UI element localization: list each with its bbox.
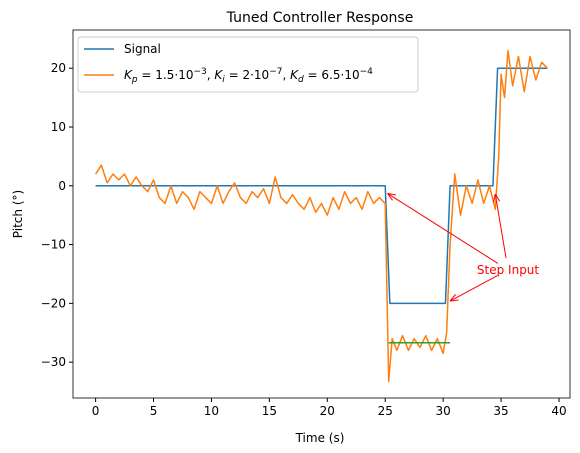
y-tick-label: 10 xyxy=(51,120,66,134)
series-line xyxy=(94,49,548,383)
x-tick-label: 40 xyxy=(551,404,566,418)
legend-label: Signal xyxy=(124,42,161,56)
annotation-text: Step Input xyxy=(477,263,540,277)
x-tick-label: 25 xyxy=(378,404,393,418)
x-tick-label: 0 xyxy=(92,404,100,418)
y-tick-label: 20 xyxy=(51,61,66,75)
annotation-arrow xyxy=(388,193,499,264)
legend-label: Kp​ = 1.5·10−3​, Ki​ = 2·10−7​, Kd​ = 6.… xyxy=(124,67,373,85)
legend-box xyxy=(77,36,419,93)
x-tick-label: 35 xyxy=(493,404,508,418)
x-tick-label: 15 xyxy=(262,404,277,418)
x-tick-label: 5 xyxy=(150,404,158,418)
y-tick-label: −30 xyxy=(41,355,66,369)
annotation-arrow xyxy=(450,275,498,301)
chart-title: Tuned Controller Response xyxy=(226,10,414,26)
y-tick-label: 0 xyxy=(58,179,66,193)
x-tick-label: 20 xyxy=(320,404,335,418)
x-axis-label: Time (s) xyxy=(295,431,345,445)
annotation-arrow xyxy=(495,194,507,259)
x-tick-label: 10 xyxy=(204,404,219,418)
y-tick-label: −10 xyxy=(41,238,66,252)
axes-frame xyxy=(72,29,571,399)
x-tick-label: 30 xyxy=(436,404,451,418)
y-axis-label: Pitch (°) xyxy=(11,190,25,238)
legend: Signal Kp​ = 1.5·10−3​, Ki​ = 2·10−7​, Kd… xyxy=(77,36,419,93)
y-tick-label: −20 xyxy=(41,296,66,310)
